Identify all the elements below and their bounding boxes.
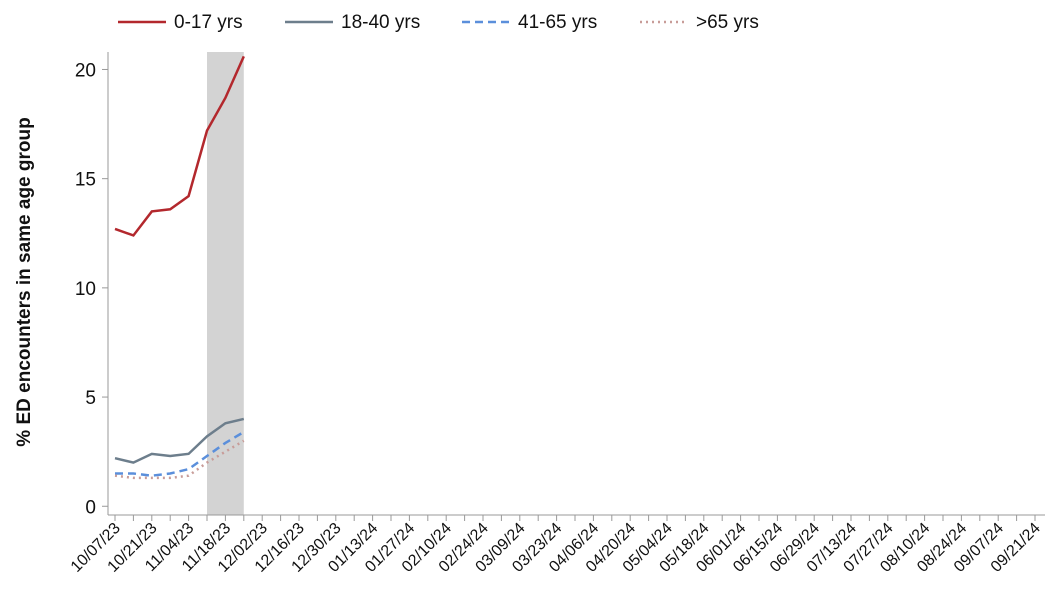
legend-label: 41-65 yrs (518, 12, 597, 33)
series-line (114, 439, 245, 480)
legend-label: 18-40 yrs (341, 12, 420, 33)
y-tick-label: 15 (75, 170, 96, 191)
y-axis-label: % ED encounters in same age group (14, 117, 35, 446)
y-tick-label: 20 (75, 60, 96, 81)
y-tick-label: 0 (85, 497, 96, 518)
shaded-region (207, 52, 244, 515)
y-tick-label: 5 (85, 388, 96, 409)
y-tick-label: 10 (75, 279, 96, 300)
legend-label: >65 yrs (696, 12, 759, 33)
legend-label: 0-17 yrs (174, 12, 243, 33)
series-line (114, 417, 245, 464)
series-line (114, 55, 245, 237)
